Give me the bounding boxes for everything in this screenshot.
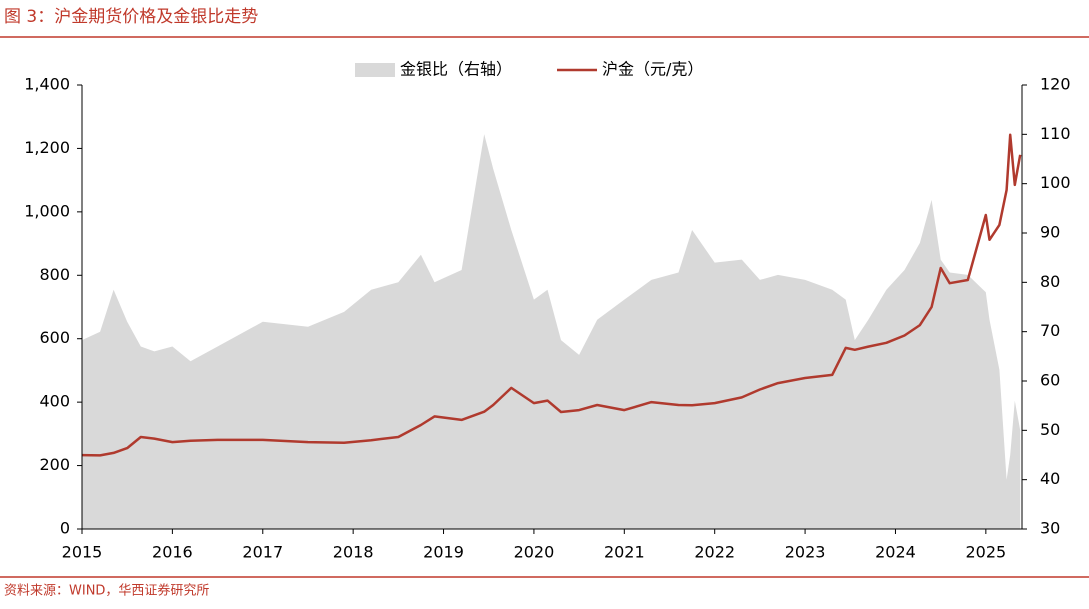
x-tick-label: 2015 (62, 543, 103, 562)
y2-tick-label: 120 (1040, 75, 1071, 94)
y-tick-label: 600 (39, 328, 70, 347)
x-tick-label: 2016 (152, 543, 193, 562)
x-tick-label: 2017 (242, 543, 283, 562)
source: 资料来源：WIND，华西证券研究所 (4, 583, 209, 599)
y-tick-label: 1,400 (24, 75, 70, 94)
y2-tick-label: 110 (1040, 124, 1071, 143)
area (82, 134, 1021, 530)
x-tick-label: 2023 (785, 543, 826, 562)
x-tick-label: 2018 (333, 543, 374, 562)
x-tick-label: 2025 (965, 543, 1006, 562)
y2-tick-label: 30 (1040, 519, 1060, 538)
x-tick-label: 2020 (514, 543, 555, 562)
y2-tick-label: 100 (1040, 173, 1071, 192)
figure-title: 图 3：沪金期货价格及金银比走势 (4, 7, 258, 27)
y2-tick-label: 90 (1040, 223, 1060, 242)
line (81, 133, 1022, 457)
y-tick-label: 400 (39, 392, 70, 411)
y-tick-label: 1,000 (24, 201, 70, 220)
legend-swatch (355, 63, 395, 77)
y2-tick-label: 60 (1040, 371, 1060, 390)
y2-tick-label: 50 (1040, 420, 1060, 439)
x-tick-label: 2021 (604, 543, 645, 562)
x-tick-label: 2024 (875, 543, 916, 562)
y-tick-label: 0 (60, 519, 70, 538)
y-tick-label: 200 (39, 455, 70, 474)
y2-tick-label: 40 (1040, 469, 1060, 488)
legend-label: 沪金（元/克） (602, 60, 703, 79)
x-tick-label: 2022 (694, 543, 735, 562)
x-tick-label: 2019 (423, 543, 464, 562)
y-tick-label: 800 (39, 265, 70, 284)
y2-tick-label: 80 (1040, 272, 1060, 291)
legend-label: 金银比（右轴） (400, 60, 512, 79)
y-tick-label: 1,200 (24, 138, 70, 157)
y2-tick-label: 70 (1040, 321, 1060, 340)
